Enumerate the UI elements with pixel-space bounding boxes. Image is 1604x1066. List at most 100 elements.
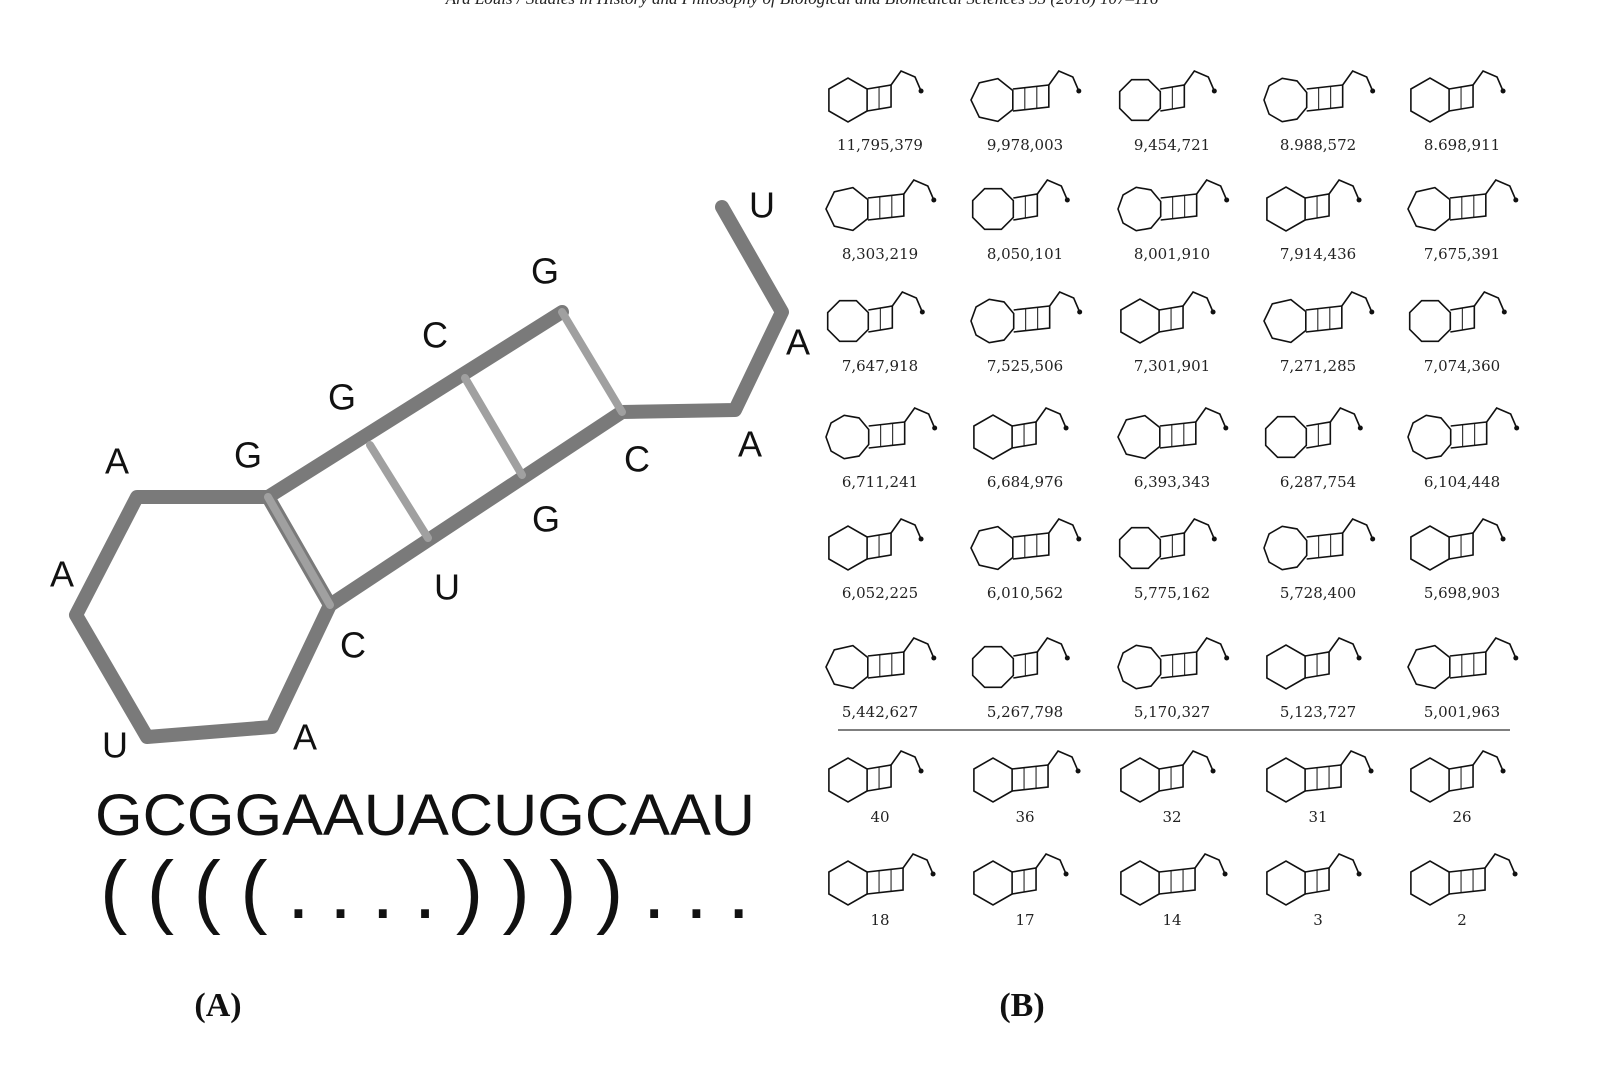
tail-end	[1356, 197, 1362, 203]
ladder	[1306, 84, 1344, 112]
tail-end	[1500, 536, 1506, 542]
nucleotide-label: C	[340, 625, 366, 666]
tail-end	[1369, 309, 1375, 315]
tail-end	[1222, 871, 1228, 877]
count-label: 17	[1015, 911, 1034, 929]
tail-end	[918, 768, 924, 774]
tail-end	[1076, 88, 1082, 94]
tail	[1195, 407, 1227, 429]
structure-ring	[970, 298, 1015, 344]
tail	[1341, 291, 1373, 313]
structure-ring	[971, 187, 1015, 231]
tail	[1473, 291, 1506, 313]
tail-end	[1513, 197, 1519, 203]
tail-end	[931, 655, 937, 661]
tail-end	[1064, 655, 1070, 661]
tail	[1196, 179, 1228, 201]
tail	[1342, 70, 1374, 92]
pair	[366, 441, 432, 542]
count-label: 8.698,911	[1424, 136, 1500, 154]
tail	[1328, 179, 1360, 201]
backbone	[69, 200, 789, 744]
tail	[1047, 750, 1079, 772]
count-label: 7,301,901	[1134, 357, 1210, 375]
tail	[1486, 407, 1518, 429]
ladder	[868, 421, 906, 449]
tail-end	[1224, 197, 1230, 203]
tail	[1194, 853, 1226, 875]
structure-ring	[1410, 860, 1450, 906]
count-label: 7,914,436	[1280, 245, 1356, 263]
base-pairs	[264, 308, 626, 609]
structure-ring	[1120, 298, 1160, 344]
count-label: 26	[1452, 808, 1471, 826]
tail	[890, 70, 922, 92]
tail	[1485, 637, 1517, 659]
count-label: 5,001,963	[1424, 703, 1500, 721]
structure-ring	[1407, 644, 1451, 690]
tail	[1035, 407, 1067, 429]
pair	[264, 493, 334, 609]
ladder	[1449, 193, 1487, 221]
count-label: 2	[1457, 911, 1467, 929]
tail	[1329, 407, 1362, 429]
count-label: 6,684,976	[987, 473, 1063, 491]
caption: (A)	[194, 987, 241, 1024]
tail-end	[1356, 655, 1362, 661]
tail-end	[931, 197, 937, 203]
structure-ring	[828, 525, 868, 571]
structure-ring	[971, 645, 1015, 689]
ladder	[1013, 305, 1051, 333]
tail	[1035, 853, 1067, 875]
tail-end	[1075, 768, 1081, 774]
structure-ring	[1410, 77, 1450, 123]
tail-end	[1224, 655, 1230, 661]
tail	[1048, 70, 1080, 92]
nucleotide-label: C	[422, 315, 448, 356]
count-label: 7,647,918	[842, 357, 918, 375]
structure-ring	[973, 414, 1013, 460]
structure-ring	[1117, 414, 1161, 460]
ladder	[867, 651, 905, 679]
tail-end	[1064, 197, 1070, 203]
structure-ring	[1410, 525, 1450, 571]
structure-ring	[826, 299, 870, 343]
tail-end	[1211, 536, 1217, 542]
tail-end	[1063, 871, 1069, 877]
nucleotide-label: G	[328, 377, 356, 418]
tail	[1048, 518, 1080, 540]
count-label: 8,001,910	[1134, 245, 1210, 263]
structure-ring	[828, 77, 868, 123]
structure-ring	[1118, 526, 1162, 570]
count-label: 8.988,572	[1280, 136, 1356, 154]
tail	[1342, 518, 1374, 540]
tail-end	[1063, 425, 1069, 431]
structure-ring	[1266, 757, 1306, 803]
tail-end	[1356, 871, 1362, 877]
nucleotide-label: G	[234, 435, 262, 476]
structure: ((((....))))...	[100, 845, 750, 936]
tail-end	[1500, 88, 1506, 94]
ladder	[1012, 84, 1050, 112]
ladder	[866, 867, 904, 895]
tail	[904, 407, 936, 429]
tail	[1036, 179, 1069, 201]
count-label: 6,287,754	[1280, 473, 1356, 491]
count-label: 5,123,727	[1280, 703, 1356, 721]
nucleotide-label: A	[293, 717, 317, 758]
tail	[903, 179, 935, 201]
structure-ring	[970, 77, 1014, 123]
count-label: 7,074,360	[1424, 357, 1500, 375]
count-label: 18	[870, 911, 889, 929]
count-label: 9,454,721	[1134, 136, 1210, 154]
structure-ring	[1263, 298, 1307, 344]
count-label: 3	[1313, 911, 1323, 929]
structure-ring	[1120, 757, 1160, 803]
count-label: 40	[870, 808, 889, 826]
ladder	[867, 193, 905, 221]
tail-end	[1500, 768, 1506, 774]
count-label: 6,104,448	[1424, 473, 1500, 491]
tail-end	[918, 536, 924, 542]
structure-ring	[1408, 299, 1452, 343]
rna-backbone	[69, 200, 789, 744]
